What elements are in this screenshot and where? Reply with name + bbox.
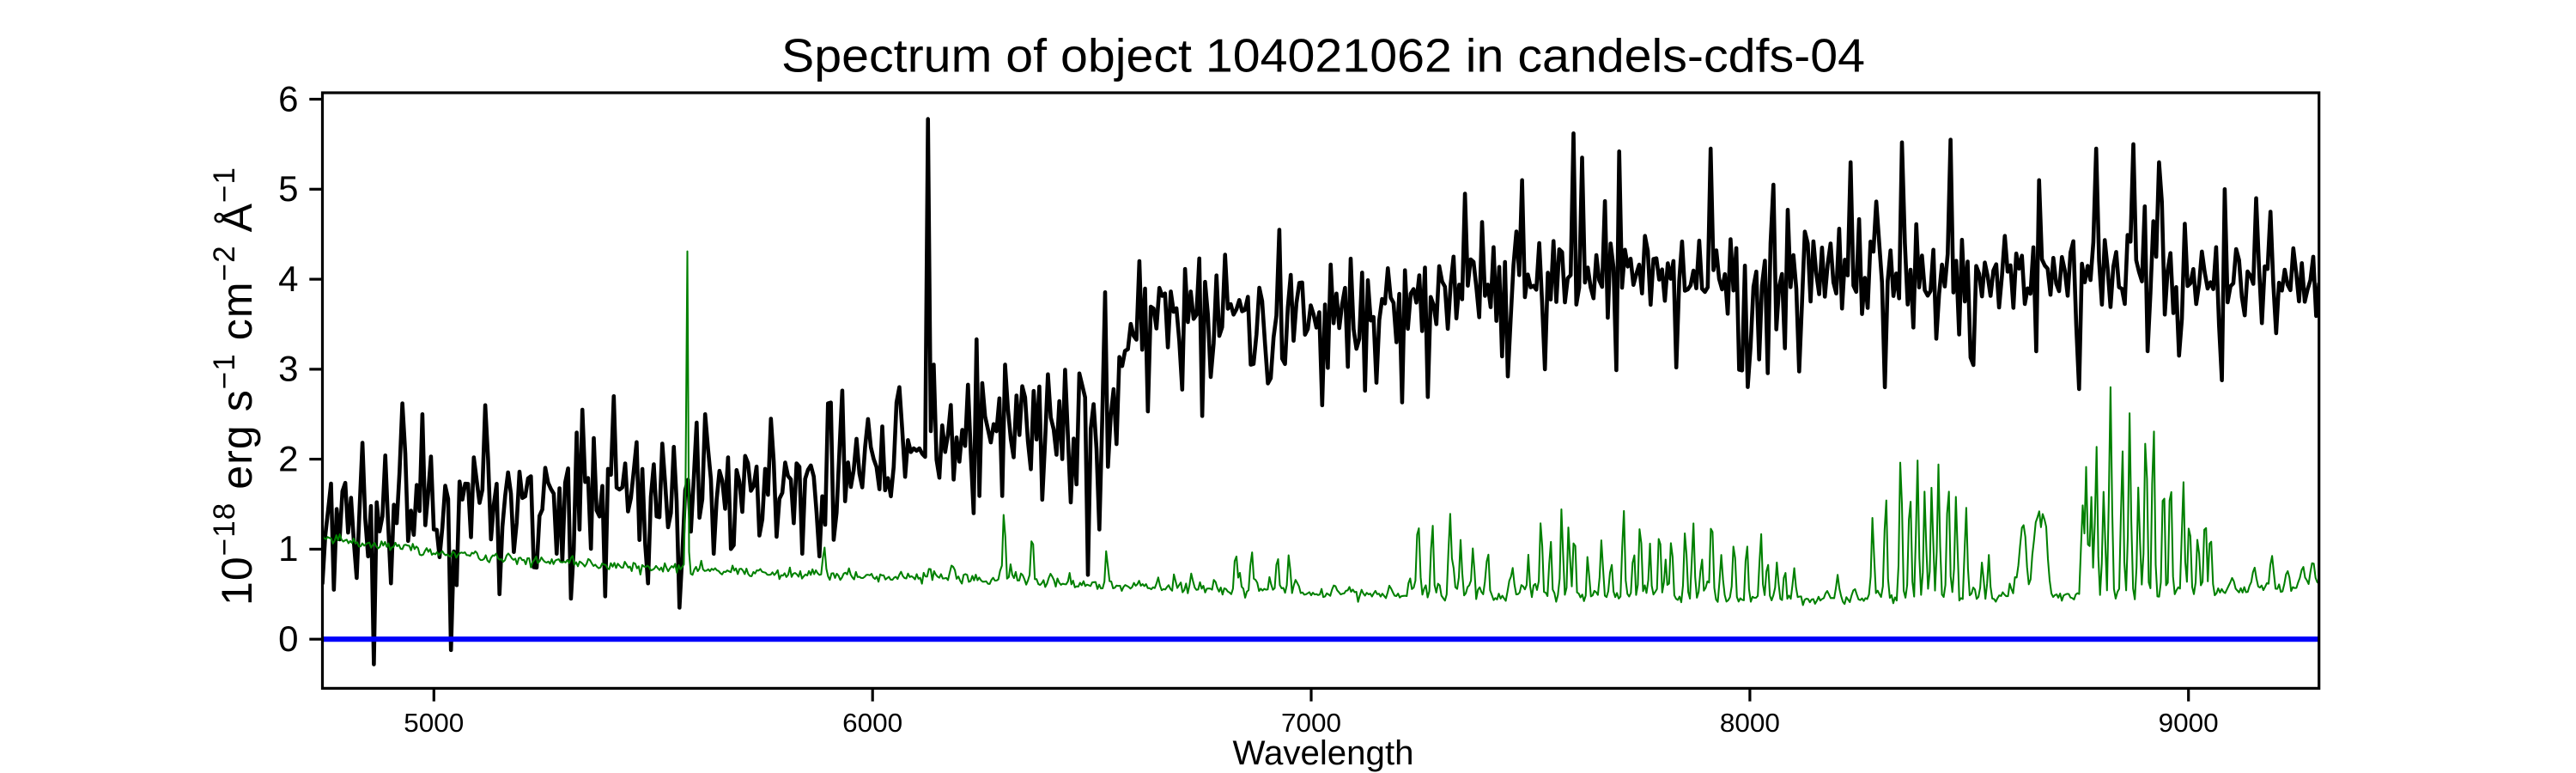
svg-text:5000: 5000 — [404, 708, 464, 738]
svg-text:9000: 9000 — [2159, 708, 2219, 738]
svg-text:Spectrum of object 104021062 i: Spectrum of object 104021062 in candels-… — [781, 30, 1865, 82]
svg-text:3: 3 — [278, 349, 298, 389]
svg-text:5: 5 — [278, 168, 298, 209]
svg-text:2: 2 — [278, 438, 298, 478]
svg-text:7000: 7000 — [1281, 708, 1341, 738]
svg-text:Wavelength: Wavelength — [1233, 734, 1414, 772]
svg-text:6000: 6000 — [842, 708, 902, 738]
svg-text:1: 1 — [278, 528, 298, 569]
svg-text:0: 0 — [278, 618, 298, 659]
svg-text:4: 4 — [278, 259, 298, 299]
svg-text:8000: 8000 — [1720, 708, 1780, 738]
svg-text:6: 6 — [278, 78, 298, 119]
